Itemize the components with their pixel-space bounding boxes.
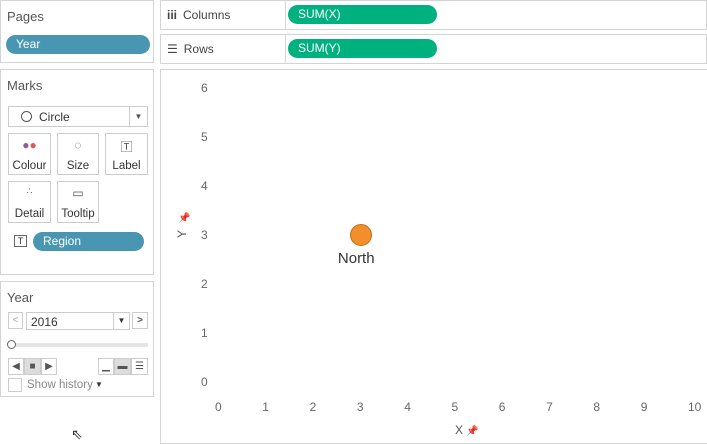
colour-label: Colour <box>12 160 47 172</box>
rows-label: Rows <box>183 42 214 56</box>
y-axis-label: Y <box>175 229 190 239</box>
rows-shelf-label: ☰ Rows <box>167 42 214 56</box>
next-button[interactable]: > <box>132 312 148 329</box>
slider-handle[interactable] <box>7 340 16 349</box>
play-forward-button[interactable]: ▶ <box>41 358 57 375</box>
size-icon: ◌ <box>74 138 82 152</box>
speed-medium-button[interactable]: ▬ <box>114 358 131 375</box>
columns-icon: iii <box>167 8 178 22</box>
x-tick-label: 9 <box>640 400 648 414</box>
marks-title: Marks <box>7 78 43 93</box>
data-point-label: North <box>337 250 375 267</box>
x-tick-label: 7 <box>546 400 553 414</box>
divider <box>285 35 286 63</box>
y-axis-title: 📌 Y <box>175 213 191 243</box>
x-axis-title: X 📌 <box>455 423 479 437</box>
y-tick-label: 0 <box>201 375 208 389</box>
columns-shelf-label: iii Columns <box>167 8 230 22</box>
year-slider[interactable] <box>7 340 148 349</box>
x-tick-label: 2 <box>309 400 317 414</box>
x-tick-label: 8 <box>593 400 601 414</box>
size-button[interactable]: ◌ Size <box>57 133 99 175</box>
columns-shelf: iii Columns SUM(X) <box>160 0 707 30</box>
pin-icon: 📌 <box>466 426 479 437</box>
caret-down-icon[interactable]: ▼ <box>95 380 103 389</box>
region-pill[interactable]: Region <box>33 232 144 251</box>
rows-pill[interactable]: SUM(Y) <box>288 39 437 58</box>
play-back-button[interactable]: ◀ <box>8 358 24 375</box>
chevron-down-icon: ▼ <box>113 313 129 329</box>
columns-label: Columns <box>183 8 231 22</box>
colour-button[interactable]: ●● Colour <box>8 133 51 175</box>
size-label: Size <box>66 160 90 172</box>
marks-card: Marks Circle ▼ ●● Colour ◌ Size 🅃 Label ∴ De… <box>0 69 154 275</box>
y-tick-label: 2 <box>201 277 208 291</box>
circle-icon <box>21 111 32 122</box>
x-tick-label: 6 <box>498 400 506 414</box>
x-tick-label: 5 <box>451 400 459 414</box>
y-tick-label: 3 <box>201 228 208 242</box>
columns-pill[interactable]: SUM(X) <box>288 5 437 24</box>
pages-title: Pages <box>7 9 44 24</box>
x-tick-label: 10 <box>688 400 702 414</box>
year-value: 2016 <box>31 315 58 329</box>
x-tick-label: 1 <box>262 400 269 414</box>
chevron-down-icon: ▼ <box>129 107 147 126</box>
divider <box>285 1 286 29</box>
y-tick-label: 1 <box>201 326 208 340</box>
y-tick-label: 6 <box>201 81 208 95</box>
show-history-checkbox[interactable] <box>8 378 22 392</box>
year-dropdown[interactable]: 2016 ▼ <box>26 312 130 330</box>
detail-icon: ∴ <box>26 186 33 196</box>
label-icon: 🅃 <box>120 140 133 154</box>
label-label: Label <box>112 160 141 172</box>
data-point[interactable] <box>349 224 372 246</box>
y-tick-label: 4 <box>201 179 208 193</box>
year-control-card: Year < 2016 ▼ > ◀ ■ ▶ ▁ ▬ ☰ Show history… <box>0 281 154 397</box>
stop-button[interactable]: ■ <box>24 358 41 375</box>
pages-year-pill[interactable]: Year <box>6 35 150 54</box>
label-button[interactable]: 🅃 Label <box>105 133 148 175</box>
x-tick-label: 0 <box>215 400 222 414</box>
x-tick-label: 3 <box>356 400 364 414</box>
pages-card: Pages Year <box>0 0 154 63</box>
x-tick-label: 4 <box>404 400 411 414</box>
detail-button[interactable]: ∴ Detail <box>8 181 51 223</box>
detail-label: Detail <box>14 208 45 220</box>
mark-type-dropdown[interactable]: Circle ▼ <box>8 106 148 127</box>
year-control-title: Year <box>7 290 34 305</box>
mark-type-value: Circle <box>39 110 70 124</box>
tooltip-label: Tooltip <box>61 208 95 220</box>
pin-icon: 📌 <box>178 213 191 224</box>
tooltip-icon: ▭ <box>72 186 84 200</box>
label-icon: T <box>14 235 27 247</box>
speed-fast-button[interactable]: ☰ <box>131 358 148 375</box>
x-axis-label: X <box>455 423 464 437</box>
previous-button[interactable]: < <box>8 312 23 329</box>
mouse-cursor: ⇖ <box>71 426 83 442</box>
show-history-label[interactable]: Show history <box>27 379 93 391</box>
y-tick-label: 5 <box>201 130 208 144</box>
rows-shelf: ☰ Rows SUM(Y) <box>160 34 707 64</box>
view-area <box>160 69 707 444</box>
rows-icon: ☰ <box>167 42 178 56</box>
colour-icon: ●● <box>22 138 37 152</box>
tooltip-button[interactable]: ▭ Tooltip <box>57 181 99 223</box>
speed-slow-button[interactable]: ▁ <box>98 358 114 375</box>
